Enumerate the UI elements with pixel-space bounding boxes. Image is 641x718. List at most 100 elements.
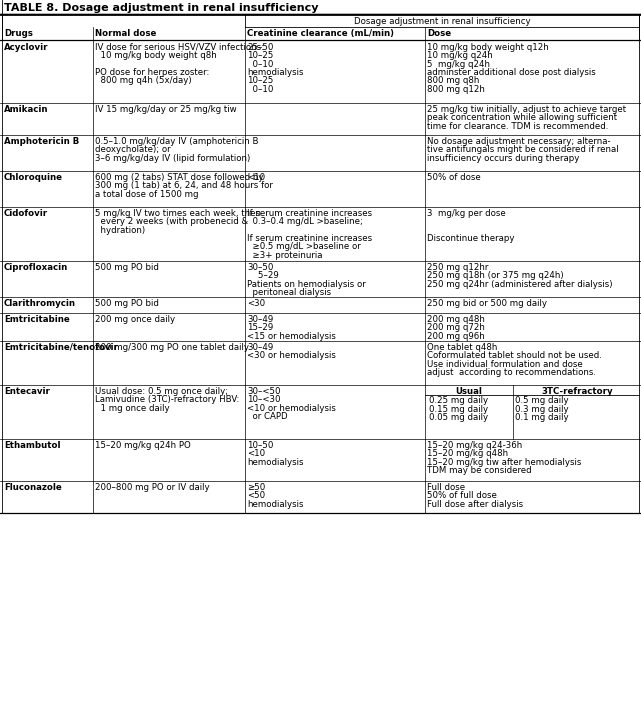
- Text: Lamivudine (3TC)-refractory HBV:: Lamivudine (3TC)-refractory HBV:: [95, 396, 239, 404]
- Text: 1 mg once daily: 1 mg once daily: [95, 404, 170, 413]
- Text: 0.3 mg daily: 0.3 mg daily: [515, 405, 569, 414]
- Text: 0.25 mg daily: 0.25 mg daily: [429, 396, 488, 405]
- Text: Amphotericin B: Amphotericin B: [4, 137, 79, 146]
- Text: <10: <10: [247, 173, 265, 182]
- Text: Usual: Usual: [456, 387, 483, 396]
- Text: ≥0.5 mg/dL >baseline or: ≥0.5 mg/dL >baseline or: [247, 242, 361, 251]
- Text: 500 mg PO bid: 500 mg PO bid: [95, 299, 159, 308]
- Text: 0.1 mg daily: 0.1 mg daily: [515, 413, 569, 422]
- Text: Amikacin: Amikacin: [4, 105, 49, 114]
- Text: Entecavir: Entecavir: [4, 387, 50, 396]
- Text: Emtricitabine/tenofovir: Emtricitabine/tenofovir: [4, 343, 118, 352]
- Text: Dose: Dose: [427, 29, 451, 38]
- Text: 800 mg q4h (5x/day): 800 mg q4h (5x/day): [95, 76, 192, 85]
- Text: 10–25: 10–25: [247, 51, 273, 60]
- Text: 250 mg bid or 500 mg daily: 250 mg bid or 500 mg daily: [427, 299, 547, 308]
- Text: Ciprofloxacin: Ciprofloxacin: [4, 263, 68, 272]
- Text: deoxycholate); or: deoxycholate); or: [95, 145, 171, 154]
- Text: 10 mg/kg q24h: 10 mg/kg q24h: [427, 51, 493, 60]
- Text: 600 mg (2 tabs) STAT dose followed by: 600 mg (2 tabs) STAT dose followed by: [95, 173, 263, 182]
- Text: 200 mg q96h: 200 mg q96h: [427, 332, 485, 340]
- Text: Patients on hemodialysis or: Patients on hemodialysis or: [247, 279, 366, 289]
- Text: 200 mg/300 mg PO one tablet daily: 200 mg/300 mg PO one tablet daily: [95, 343, 249, 352]
- Text: 800 mg q12h: 800 mg q12h: [427, 85, 485, 93]
- Text: 0–10: 0–10: [247, 85, 273, 93]
- Text: Normal dose: Normal dose: [95, 29, 156, 38]
- Text: peritoneal dialysis: peritoneal dialysis: [247, 288, 331, 297]
- Text: Coformulated tablet should not be used.: Coformulated tablet should not be used.: [427, 351, 602, 360]
- Text: 250 mg q18h (or 375 mg q24h): 250 mg q18h (or 375 mg q24h): [427, 271, 563, 280]
- Text: Dosage adjustment in renal insufficiency: Dosage adjustment in renal insufficiency: [354, 17, 530, 26]
- Text: One tablet q48h: One tablet q48h: [427, 343, 497, 352]
- Text: Ethambutol: Ethambutol: [4, 441, 60, 450]
- Text: 0.3–0.4 mg/dL >baseline;: 0.3–0.4 mg/dL >baseline;: [247, 218, 363, 226]
- Text: IV dose for serious HSV/VZV infections:: IV dose for serious HSV/VZV infections:: [95, 43, 264, 52]
- Text: Emtricitabine: Emtricitabine: [4, 315, 70, 324]
- Text: 3TC-refractory: 3TC-refractory: [541, 387, 613, 396]
- Text: <10: <10: [247, 449, 265, 458]
- Text: 15–20 mg/kg q48h: 15–20 mg/kg q48h: [427, 449, 508, 458]
- Text: 15–20 mg/kg q24-36h: 15–20 mg/kg q24-36h: [427, 441, 522, 450]
- Text: IV 15 mg/kg/day or 25 mg/kg tiw: IV 15 mg/kg/day or 25 mg/kg tiw: [95, 105, 237, 114]
- Text: 10 mg/kg body weight q8h: 10 mg/kg body weight q8h: [95, 51, 217, 60]
- Text: 10–50: 10–50: [247, 441, 273, 450]
- Text: 0.05 mg daily: 0.05 mg daily: [429, 413, 488, 422]
- Text: Drugs: Drugs: [4, 29, 33, 38]
- Text: time for clearance. TDM is recommended.: time for clearance. TDM is recommended.: [427, 121, 608, 131]
- Text: 200 mg q48h: 200 mg q48h: [427, 315, 485, 324]
- Text: 5  mg/kg q24h: 5 mg/kg q24h: [427, 60, 490, 69]
- Text: 250 mg q12hr: 250 mg q12hr: [427, 263, 488, 272]
- Text: <30 or hemodialysis: <30 or hemodialysis: [247, 351, 336, 360]
- Text: 0–10: 0–10: [247, 60, 273, 69]
- Text: Usual dose: 0.5 mg once daily;: Usual dose: 0.5 mg once daily;: [95, 387, 228, 396]
- Text: 3  mg/kg per dose: 3 mg/kg per dose: [427, 209, 506, 218]
- Text: <10 or hemodialysis: <10 or hemodialysis: [247, 404, 336, 413]
- Text: hydration): hydration): [95, 225, 145, 235]
- Text: PO dose for herpes zoster:: PO dose for herpes zoster:: [95, 68, 210, 77]
- Text: <50: <50: [247, 491, 265, 500]
- Text: 0.15 mg daily: 0.15 mg daily: [429, 405, 488, 414]
- Text: If serum creatinine increases: If serum creatinine increases: [247, 209, 372, 218]
- Text: 15–20 mg/kg q24h PO: 15–20 mg/kg q24h PO: [95, 441, 191, 450]
- Text: Fluconazole: Fluconazole: [4, 483, 62, 492]
- Text: 15–20 mg/kg tiw after hemodialysis: 15–20 mg/kg tiw after hemodialysis: [427, 457, 581, 467]
- Text: 50% of dose: 50% of dose: [427, 173, 481, 182]
- Text: 10 mg/kg body weight q12h: 10 mg/kg body weight q12h: [427, 43, 549, 52]
- Text: 30–<50: 30–<50: [247, 387, 281, 396]
- Text: 500 mg PO bid: 500 mg PO bid: [95, 263, 159, 272]
- Text: 25 mg/kg tiw initially, adjust to achieve target: 25 mg/kg tiw initially, adjust to achiev…: [427, 105, 626, 114]
- Text: 200–800 mg PO or IV daily: 200–800 mg PO or IV daily: [95, 483, 210, 492]
- Text: 0.5 mg daily: 0.5 mg daily: [515, 396, 569, 405]
- Text: 25–50: 25–50: [247, 43, 273, 52]
- Text: 30–49: 30–49: [247, 315, 273, 324]
- Text: every 2 weeks (with probenecid &: every 2 weeks (with probenecid &: [95, 218, 248, 226]
- Text: Creatinine clearance (mL/min): Creatinine clearance (mL/min): [247, 29, 394, 38]
- Text: ≥50: ≥50: [247, 483, 265, 492]
- Text: 200 mg once daily: 200 mg once daily: [95, 315, 175, 324]
- Text: No dosage adjustment necessary; alterna-: No dosage adjustment necessary; alterna-: [427, 137, 611, 146]
- Text: or CAPD: or CAPD: [247, 412, 288, 421]
- Text: a total dose of 1500 mg: a total dose of 1500 mg: [95, 190, 199, 199]
- Text: 5–29: 5–29: [247, 271, 279, 280]
- Text: Full dose after dialysis: Full dose after dialysis: [427, 500, 523, 508]
- Text: 30–49: 30–49: [247, 343, 273, 352]
- Text: 250 mg q24hr (administered after dialysis): 250 mg q24hr (administered after dialysi…: [427, 279, 613, 289]
- Text: hemodialysis: hemodialysis: [247, 68, 303, 77]
- Text: Acyclovir: Acyclovir: [4, 43, 49, 52]
- Text: Discontinue therapy: Discontinue therapy: [427, 234, 515, 243]
- Text: <30: <30: [247, 299, 265, 308]
- Text: insufficiency occurs during therapy: insufficiency occurs during therapy: [427, 154, 579, 162]
- Text: 15–29: 15–29: [247, 323, 273, 332]
- Text: 10–<30: 10–<30: [247, 396, 281, 404]
- Text: hemodialysis: hemodialysis: [247, 500, 303, 508]
- Text: 3–6 mg/kg/day IV (lipid formulation): 3–6 mg/kg/day IV (lipid formulation): [95, 154, 250, 162]
- Text: TABLE 8. Dosage adjustment in renal insufficiency: TABLE 8. Dosage adjustment in renal insu…: [4, 3, 319, 13]
- Text: Full dose: Full dose: [427, 483, 465, 492]
- Text: adminster additional dose post dialysis: adminster additional dose post dialysis: [427, 68, 595, 77]
- Text: peak concentration while allowing sufficient: peak concentration while allowing suffic…: [427, 113, 617, 122]
- Text: 800 mg q8h: 800 mg q8h: [427, 76, 479, 85]
- Text: 50% of full dose: 50% of full dose: [427, 491, 497, 500]
- Text: 0.5–1.0 mg/kg/day IV (amphotericin B: 0.5–1.0 mg/kg/day IV (amphotericin B: [95, 137, 258, 146]
- Text: <15 or hemodialysis: <15 or hemodialysis: [247, 332, 336, 340]
- Text: 5 mg/kg IV two times each week, then: 5 mg/kg IV two times each week, then: [95, 209, 261, 218]
